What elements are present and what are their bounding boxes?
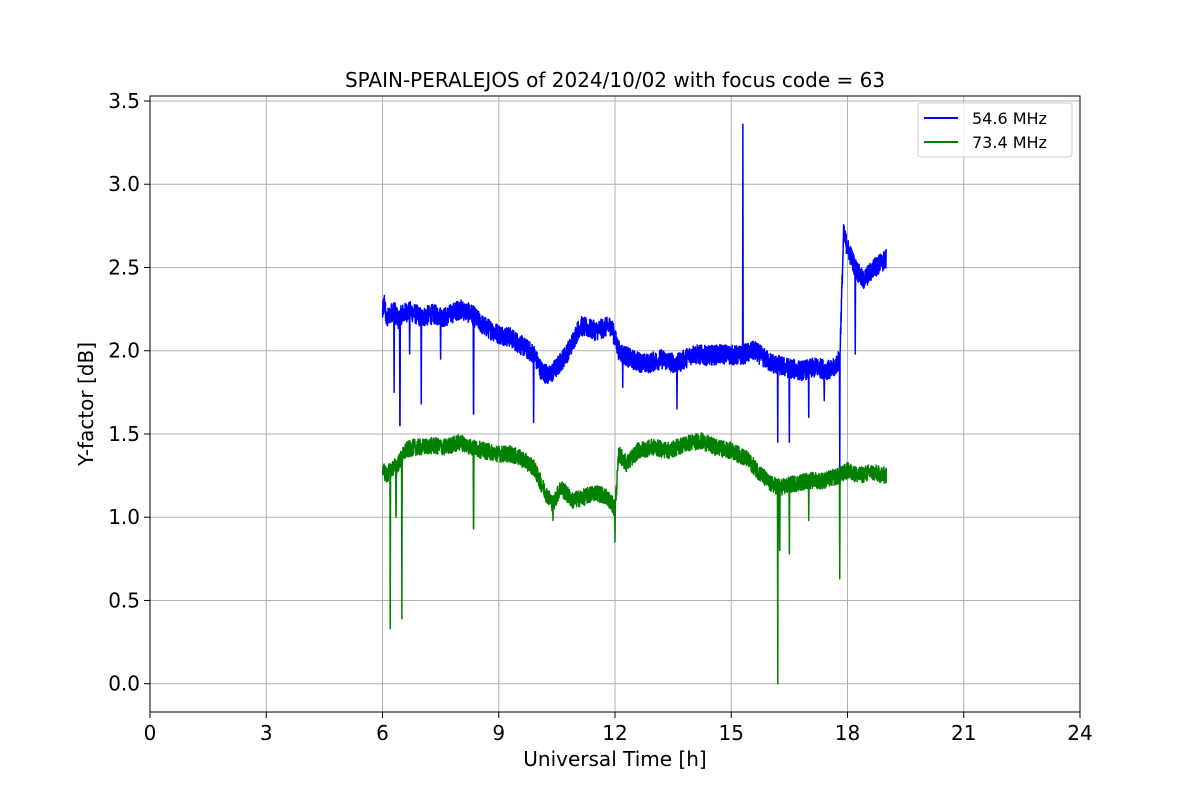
x-tick-label: 18 — [835, 721, 860, 745]
x-tick-label: 6 — [376, 721, 389, 745]
legend-label-2: 73.4 MHz — [972, 133, 1047, 152]
ticks: 0 3 6 9 12 15 18 21 24 0.0 0.5 1.0 1.5 2.0 2.5 3.0 3.5 — [108, 89, 1093, 745]
x-tick-label: 12 — [602, 721, 627, 745]
x-tick-label: 3 — [260, 721, 273, 745]
x-tick-label: 9 — [492, 721, 505, 745]
series-line-2 — [381, 432, 887, 685]
legend: 54.6 MHz 73.4 MHz — [917, 102, 1073, 158]
legend-label-1: 54.6 MHz — [972, 109, 1047, 128]
x-axis-label: Universal Time [h] — [523, 747, 706, 771]
y-tick-label: 3.5 — [108, 89, 140, 113]
legend-box — [917, 102, 1073, 158]
x-tick-label: 21 — [951, 721, 976, 745]
x-tick-label: 0 — [144, 721, 157, 745]
series-layer — [381, 123, 887, 685]
y-tick-label: 1.0 — [108, 505, 140, 529]
x-tick-label: 15 — [719, 721, 744, 745]
y-axis-label: Y-factor [dB] — [74, 342, 98, 467]
y-tick-label: 0.5 — [108, 588, 140, 612]
chart-title: SPAIN-PERALEJOS of 2024/10/02 with focus… — [345, 68, 885, 92]
y-tick-label: 2.5 — [108, 255, 140, 279]
x-tick-label: 24 — [1067, 721, 1092, 745]
series-line-1 — [381, 123, 887, 477]
y-tick-label: 3.0 — [108, 172, 140, 196]
y-tick-label: 1.5 — [108, 422, 140, 446]
y-tick-label: 0.0 — [108, 672, 140, 696]
y-tick-label: 2.0 — [108, 339, 140, 363]
